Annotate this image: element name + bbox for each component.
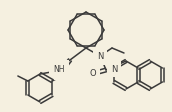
Text: O: O (58, 67, 64, 76)
Text: N: N (97, 52, 103, 61)
Text: O: O (90, 69, 96, 78)
Text: NH: NH (53, 64, 65, 73)
Text: N: N (111, 64, 117, 73)
